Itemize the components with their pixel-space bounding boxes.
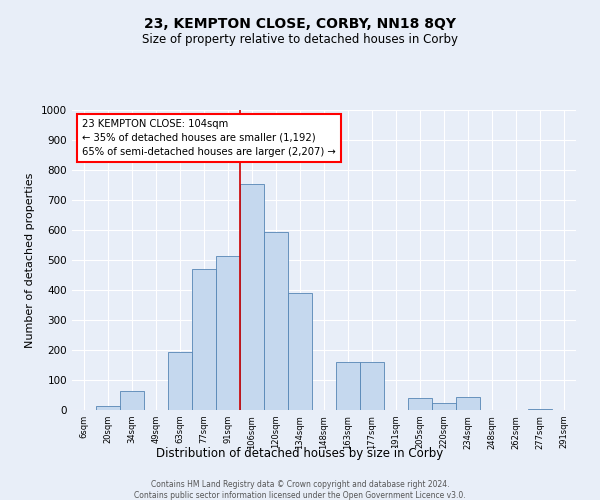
Bar	[336, 362, 360, 410]
Bar	[96, 406, 120, 410]
Text: 23, KEMPTON CLOSE, CORBY, NN18 8QY: 23, KEMPTON CLOSE, CORBY, NN18 8QY	[144, 18, 456, 32]
Bar	[192, 269, 216, 410]
Bar	[120, 392, 144, 410]
Bar	[456, 396, 480, 410]
Text: Contains HM Land Registry data © Crown copyright and database right 2024.: Contains HM Land Registry data © Crown c…	[151, 480, 449, 489]
Y-axis label: Number of detached properties: Number of detached properties	[25, 172, 35, 348]
Bar	[360, 362, 384, 410]
Bar	[432, 402, 456, 410]
Text: Distribution of detached houses by size in Corby: Distribution of detached houses by size …	[157, 448, 443, 460]
Bar	[288, 293, 312, 410]
Text: Contains public sector information licensed under the Open Government Licence v3: Contains public sector information licen…	[134, 491, 466, 500]
Bar	[264, 232, 288, 410]
Text: Size of property relative to detached houses in Corby: Size of property relative to detached ho…	[142, 32, 458, 46]
Bar	[216, 256, 240, 410]
Bar	[528, 408, 552, 410]
Bar	[408, 398, 432, 410]
Text: 23 KEMPTON CLOSE: 104sqm
← 35% of detached houses are smaller (1,192)
65% of sem: 23 KEMPTON CLOSE: 104sqm ← 35% of detach…	[82, 119, 336, 157]
Bar	[240, 184, 264, 410]
Bar	[168, 352, 192, 410]
